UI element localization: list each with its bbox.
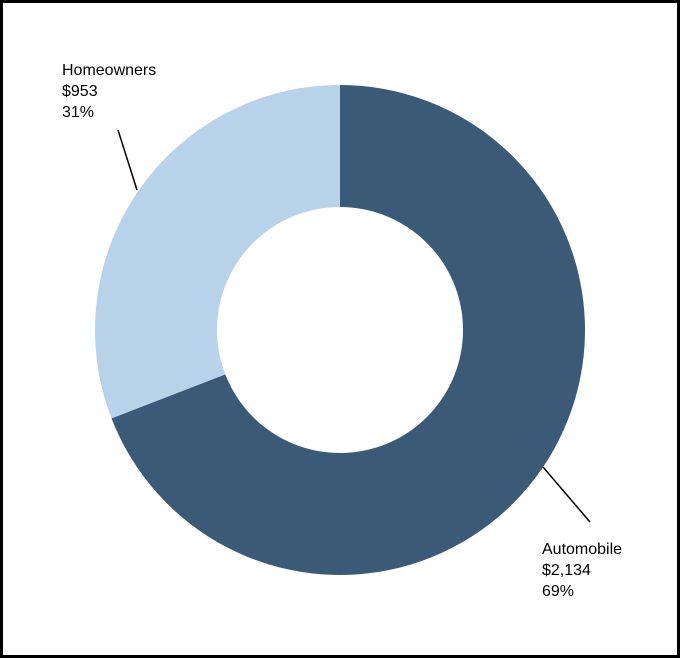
label-homeowners-percent: 31%	[62, 104, 94, 121]
label-automobile-percent: 69%	[542, 583, 574, 600]
leader-line-automobile	[542, 466, 591, 523]
label-automobile-name: Automobile	[542, 541, 622, 558]
label-homeowners-name: Homeowners	[62, 62, 156, 79]
label-automobile-value: $2,134	[542, 562, 591, 579]
slice-automobile	[111, 85, 585, 576]
label-homeowners-value: $953	[62, 83, 98, 100]
leader-line-homeowners	[117, 129, 138, 191]
slice-homeowners	[95, 85, 340, 419]
